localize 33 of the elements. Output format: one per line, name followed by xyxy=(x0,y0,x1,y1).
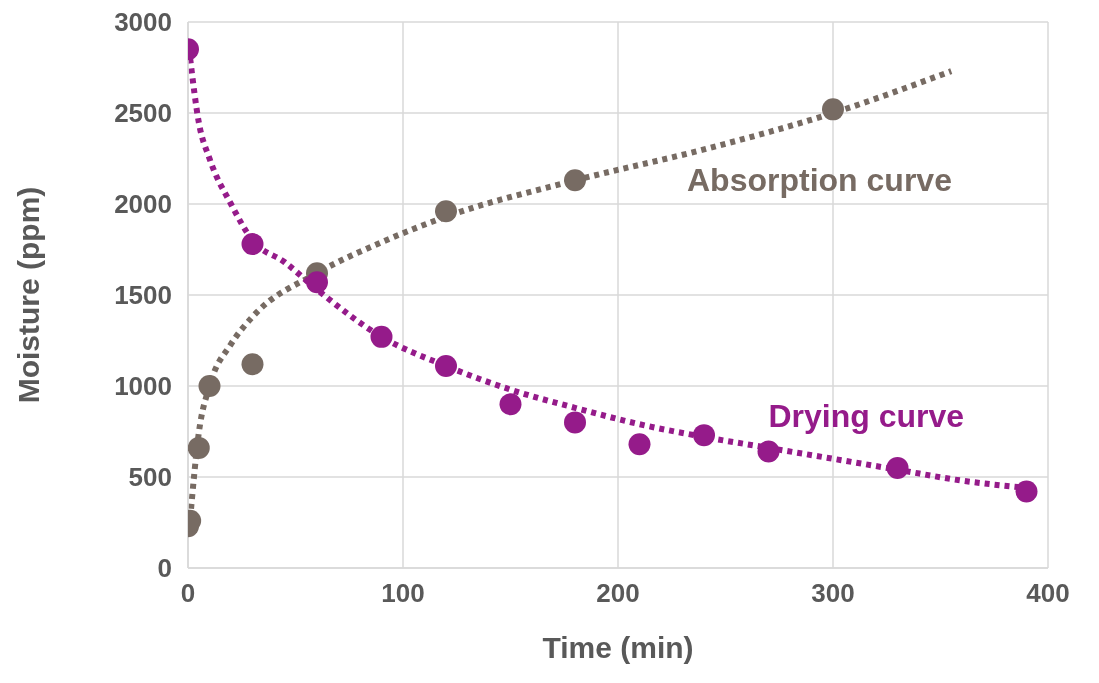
point xyxy=(886,456,909,479)
point xyxy=(198,375,221,397)
point xyxy=(564,411,586,434)
x-tick-label: 400 xyxy=(1026,578,1070,609)
series-label: Drying curve xyxy=(768,397,965,435)
y-tick-label: 3000 xyxy=(114,7,172,38)
point xyxy=(822,98,844,121)
point xyxy=(306,271,328,294)
y-tick-label: 1500 xyxy=(114,280,172,311)
x-tick-label: 100 xyxy=(381,578,425,609)
point xyxy=(241,353,264,376)
x-tick-label: 0 xyxy=(180,578,196,609)
point xyxy=(241,233,264,256)
y-axis-title: Moisture (ppm) xyxy=(11,186,45,404)
y-tick-label: 2500 xyxy=(114,98,172,129)
point xyxy=(628,433,651,456)
y-tick-label: 0 xyxy=(157,553,172,584)
x-tick-label: 200 xyxy=(596,578,640,609)
point xyxy=(564,169,586,192)
point xyxy=(499,393,522,416)
point xyxy=(1015,480,1038,503)
series-label: Absorption curve xyxy=(687,161,952,199)
x-tick-label: 300 xyxy=(811,578,855,609)
point xyxy=(435,354,457,377)
x-axis-title: Time (min) xyxy=(542,631,694,664)
y-tick-label: 500 xyxy=(128,462,172,493)
point xyxy=(757,440,780,463)
point xyxy=(370,325,393,348)
point xyxy=(435,200,457,223)
point xyxy=(188,436,210,459)
y-tick-label: 2000 xyxy=(114,189,172,220)
y-tick-label: 1000 xyxy=(114,371,172,402)
point xyxy=(693,424,715,447)
